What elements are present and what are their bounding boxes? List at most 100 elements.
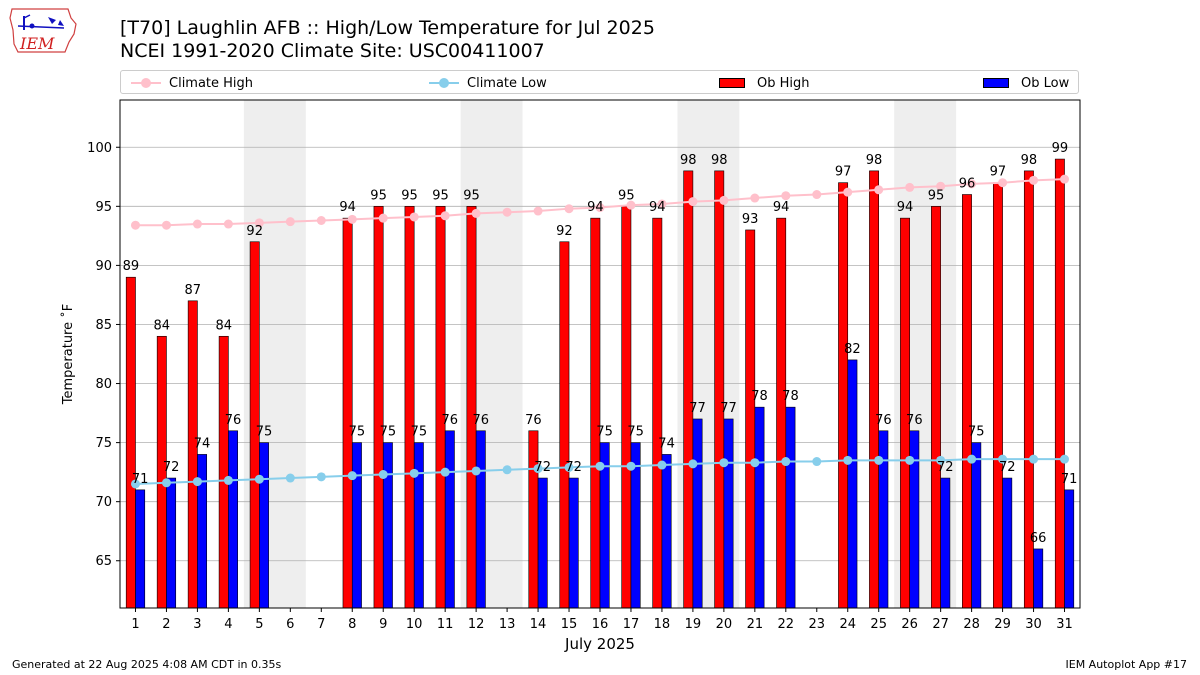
ob-low-bar-10	[413, 442, 424, 609]
climate-low-point-24	[843, 455, 853, 465]
x-tick-label-3: 3	[193, 617, 201, 632]
climate-low-point-5	[254, 474, 264, 484]
x-tick-label-15: 15	[561, 617, 578, 632]
climate-high-point-16	[595, 203, 605, 213]
climate-low-point-12	[471, 466, 481, 476]
x-tick-label-7: 7	[317, 617, 325, 632]
climate-high-point-2	[161, 220, 171, 230]
ob-low-value-label-22: 78	[782, 389, 799, 404]
ob-high-value-label-1: 89	[123, 259, 140, 274]
climate-lines	[130, 174, 1070, 489]
climate-low-point-19	[688, 459, 698, 469]
climate-low-point-27	[936, 455, 946, 465]
climate-low-point-1	[130, 479, 140, 489]
ob-high-value-label-17: 95	[618, 188, 635, 203]
x-tick-label-19: 19	[685, 617, 702, 632]
x-tick-label-23: 23	[809, 617, 826, 632]
ob-low-value-label-30: 66	[1030, 531, 1047, 546]
ob-high-value-label-9: 95	[370, 188, 387, 203]
ob-high-value-label-2: 84	[154, 318, 171, 333]
x-tick-label-20: 20	[716, 617, 733, 632]
x-tick-label-13: 13	[499, 617, 516, 632]
x-tick-label-5: 5	[255, 617, 263, 632]
ob-low-value-label-19: 77	[689, 401, 706, 416]
climate-high-swatch-icon	[131, 78, 161, 88]
ob-low-value-label-25: 76	[875, 413, 892, 428]
climate-low-point-18	[657, 460, 667, 470]
ob-low-bar-9	[382, 442, 393, 609]
climate-low-point-29	[998, 454, 1008, 464]
x-tick-label-6: 6	[286, 617, 294, 632]
x-tick-label-2: 2	[162, 617, 170, 632]
climate-high-point-13	[502, 207, 512, 217]
climate-low-point-17	[626, 461, 636, 471]
title-line-2: NCEI 1991-2020 Climate Site: USC00411007	[120, 40, 545, 62]
y-axis-label: Temperature ˚F	[60, 304, 76, 405]
climate-low-point-31	[1060, 454, 1070, 464]
ob-high-bar-15	[559, 241, 570, 609]
app-id: IEM Autoplot App #17	[1065, 658, 1188, 671]
legend-climate-high: Climate High	[131, 74, 253, 92]
legend-ob-low-label: Ob Low	[1021, 75, 1070, 91]
ob-high-value-label-24: 97	[835, 165, 852, 180]
ob-low-value-label-3: 74	[194, 436, 211, 451]
ob-low-bar-18	[661, 454, 672, 609]
generated-timestamp: Generated at 22 Aug 2025 4:08 AM CDT in …	[12, 658, 282, 671]
climate-high-point-27	[936, 181, 946, 191]
ob-low-bar-30	[1033, 548, 1044, 609]
climate-low-point-21	[750, 458, 760, 468]
climate-high-point-11	[440, 211, 450, 221]
ob-high-value-label-20: 98	[711, 153, 728, 168]
ob-high-value-label-19: 98	[680, 153, 697, 168]
bar-value-labels: 89 84 87 84 92 94 95 95 95 95 76 92 94 95 94 98 98 93 94 97…	[123, 141, 1078, 546]
ob-high-bar-8	[342, 217, 353, 609]
climate-low-point-9	[378, 470, 388, 480]
x-tick-label-24: 24	[839, 617, 856, 632]
ob-high-value-label-25: 98	[866, 153, 883, 168]
ob-low-value-label-1: 71	[132, 472, 149, 487]
ob-high-bar-11	[435, 206, 446, 609]
x-tick-label-14: 14	[530, 617, 547, 632]
ob-low-value-label-20: 77	[720, 401, 737, 416]
climate-low-point-22	[781, 457, 791, 467]
climate-high-point-10	[409, 212, 419, 222]
ob-low-bar-5	[259, 442, 269, 609]
legend-climate-high-label: Climate High	[169, 75, 254, 91]
y-tick-label-90: 90	[95, 259, 112, 274]
ob-low-value-label-10: 75	[411, 425, 428, 440]
ob-high-bar-10	[404, 206, 415, 609]
ob-high-bar-14	[528, 430, 539, 609]
x-tick-label-30: 30	[1025, 617, 1042, 632]
climate-high-point-24	[843, 187, 853, 197]
ob-high-bar-25	[869, 170, 880, 609]
climate-low-point-8	[347, 471, 357, 481]
ob-low-value-label-26: 76	[906, 413, 923, 428]
y-tick-label-65: 65	[95, 554, 112, 569]
y-tick-label-70: 70	[95, 495, 112, 510]
ob-low-value-label-24: 82	[844, 342, 861, 357]
climate-high-point-4	[223, 219, 233, 229]
ob-high-bar-12	[466, 206, 477, 609]
climate-high-point-31	[1060, 174, 1070, 184]
x-tick-label-29: 29	[994, 617, 1011, 632]
ob-high-value-label-31: 99	[1052, 141, 1069, 156]
x-tick-label-11: 11	[437, 617, 454, 632]
ob-low-bar-19	[692, 418, 703, 609]
x-tick-label-1: 1	[131, 617, 139, 632]
climate-low-point-6	[285, 473, 295, 483]
climate-high-point-19	[688, 197, 698, 207]
climate-high-point-17	[626, 200, 636, 210]
ob-high-value-label-18: 94	[649, 200, 666, 215]
climate-low-point-15	[564, 462, 574, 472]
ob-high-bar-31	[1054, 158, 1065, 609]
climate-low-point-10	[409, 468, 419, 478]
ob-low-value-label-8: 75	[349, 425, 366, 440]
ob-high-value-label-16: 94	[587, 200, 604, 215]
x-tick-label-22: 22	[778, 617, 795, 632]
ob-high-bar-16	[590, 217, 601, 609]
chart-legend: Climate High Climate Low Ob High Ob Low	[120, 70, 1079, 94]
logo-text: IEM	[19, 34, 55, 53]
climate-high-point-30	[1029, 175, 1039, 185]
